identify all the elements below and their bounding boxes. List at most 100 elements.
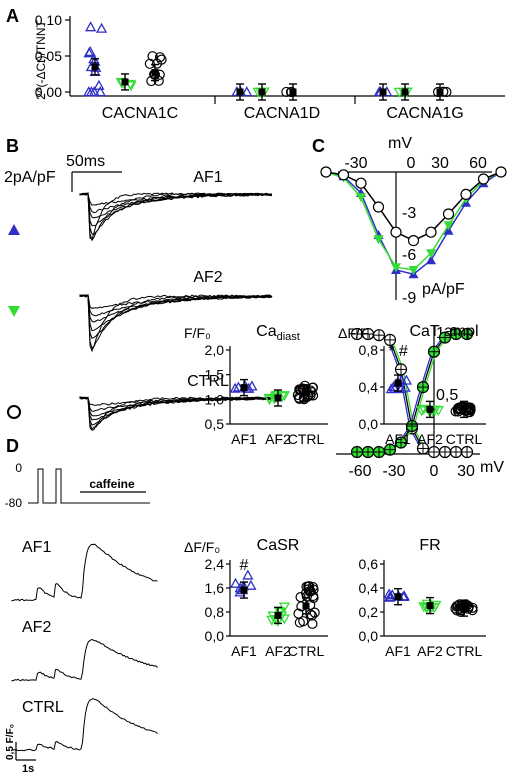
summary-cadiast-title: Cadiast [256,323,300,343]
panel-d-scale-time: 1s [22,763,34,775]
panel-a-gene-0: CACNA1C [102,105,178,122]
panel-d-scale-amp: 0,5 F/F₀ [5,724,16,760]
d-trace-1 [11,638,158,682]
summary-cadiast-point-1-3 [278,391,291,402]
b-trace-2-6 [79,396,273,406]
summary-catampl-xcat-1: AF2 [417,431,443,447]
summary-cadiast-mean-2 [302,389,310,397]
panel-b-scale-time: 50ms [66,153,105,170]
panel-c-act-xlabel: mV [480,459,504,476]
summary-cadiast-xcat-1: AF2 [265,431,291,447]
a-point-af1-0-13 [85,21,97,32]
summary-casr-title: CaSR [257,537,300,554]
panel-d-scalebar [15,742,36,761]
summary-fr-mean-1 [426,602,434,610]
iv-point-ctrl-1 [337,169,350,181]
summary-casr-xcat-0: AF1 [231,643,257,659]
a-point-af1-0-10 [83,86,95,97]
iv-point-ctrl-6 [425,226,437,238]
panel-c-act-xtick-0: -60 [348,463,371,480]
summary-casr-ytick-3: 0,0 [205,628,225,644]
af1-symbol-blue-triangle [8,224,20,235]
summary-casr-ylabel: ΔF/F₀ [184,539,220,555]
a-mean-af1-0 [91,63,99,71]
summary-catampl-significance: * # [388,343,408,360]
panel-a-gene-1: CACNA1D [244,105,320,122]
summary-casr-mean-0 [240,586,248,594]
summary-catampl-point-1-7 [418,404,430,415]
a-point-ctrl-0-9 [151,58,163,69]
summary-fr-title: FR [419,537,440,554]
panel-d-trace-af2: AF2 [22,619,51,636]
summary-casr-point-2-11 [307,618,318,629]
summary-catampl-ylabel: ΔF/F₀ [338,325,374,341]
summary-fr-point-0-4 [398,590,410,601]
summary-casr-ytick-2: 0,8 [205,604,225,620]
panel-c-iv-xtick-2: 30 [431,155,449,172]
summary-catampl: 0,8 0,4 0,0 AF1 AF2 CTRL CaT ampl ΔF/F₀ * # [338,323,486,447]
panel-a-ylabel: 2^(-ΔCt)/TNNT [34,20,48,100]
panel-letter-b: B [6,136,19,156]
ctrl-symbol-open-circle [7,405,21,419]
summary-casr-point-2-16 [309,607,320,618]
summary-casr-point-2-15 [294,617,305,628]
panel-a-data-points [83,21,452,101]
protocol-bottom-label: -80 [5,496,23,510]
caffeine-label: caffeine [89,477,135,491]
iv-point-ctrl-8 [460,188,472,200]
a-point-af1-0-8 [84,45,96,57]
panel-letter-c: C [312,136,325,156]
panel-letter-d: D [6,436,19,456]
a-point-af1-0-3 [94,86,106,97]
summary-casr-point-2-8 [306,610,318,621]
iv-point-af1-6 [426,255,436,265]
a-mean-af1-1 [236,88,244,96]
b-trace-0-6 [79,193,273,206]
summary-cadiast-ytick-1: 1,5 [205,367,225,383]
summary-catampl-ytick-0: 0,8 [359,342,379,358]
summary-fr-xcat-2: CTRL [446,643,483,659]
iv-point-ctrl-4 [390,226,402,238]
summary-casr-point-2-20 [301,591,312,602]
summary-catampl-mean-2 [460,405,468,413]
summary-cadiast-point-1-6 [263,393,275,404]
panel-c-act-xtick-2: 0 [430,463,439,480]
panel-b-group-ctrl: CTRL [187,373,229,390]
summary-cadiast-mean-0 [240,384,248,392]
iv-point-af2-2 [356,193,366,203]
summary-catampl-title: CaT ampl [409,323,478,340]
d-trace-2 [11,698,158,752]
a-mean-af2-0 [121,78,129,86]
summary-casr-point-0-4 [229,577,242,588]
summary-cadiast-mean-1 [274,394,282,402]
summary-fr-xcat-1: AF2 [417,643,443,659]
summary-fr-ytick-0: 0,6 [359,556,379,572]
summary-casr-xcat-2: CTRL [288,643,325,659]
summary-casr-significance: # [240,557,249,574]
summary-casr-point-1-4 [278,602,291,613]
a-mean-ctrl-2 [436,88,444,96]
summary-cadiast-ylabel: F/F₀ [184,325,211,341]
b-trace-1-1 [79,294,273,350]
summary-casr-mean-2 [302,602,310,610]
summary-fr-mean-0 [394,593,402,601]
panel-a-gene-2: CACNA1G [386,105,463,122]
panel-c-iv-ytick-1: -6 [402,247,416,264]
iv-point-af2-5 [408,266,419,275]
summary-catampl-xcat-0: AF1 [385,431,411,447]
summary-casr-xcat-1: AF2 [265,643,291,659]
summary-casr-point-2-21 [301,581,312,592]
panel-c-activation-curves [350,327,474,459]
summary-fr-point-2-18 [450,603,461,614]
summary-catampl-point-1-6 [416,406,428,417]
panel-c-act-xtick-1: -30 [382,463,405,480]
summary-cadiast-xcat-2: CTRL [288,431,325,447]
panel-a-ytick-2: 0,00 [35,84,62,100]
summary-casr-mean-1 [274,611,282,619]
a-point-af1-0-12 [88,86,100,97]
panel-c-iv-xtick-3: 60 [469,155,487,172]
a-point-ctrl-0-8 [154,52,166,63]
b-trace-1-5 [79,294,273,317]
summary-cadiast-ytick-0: 2,0 [205,342,225,358]
